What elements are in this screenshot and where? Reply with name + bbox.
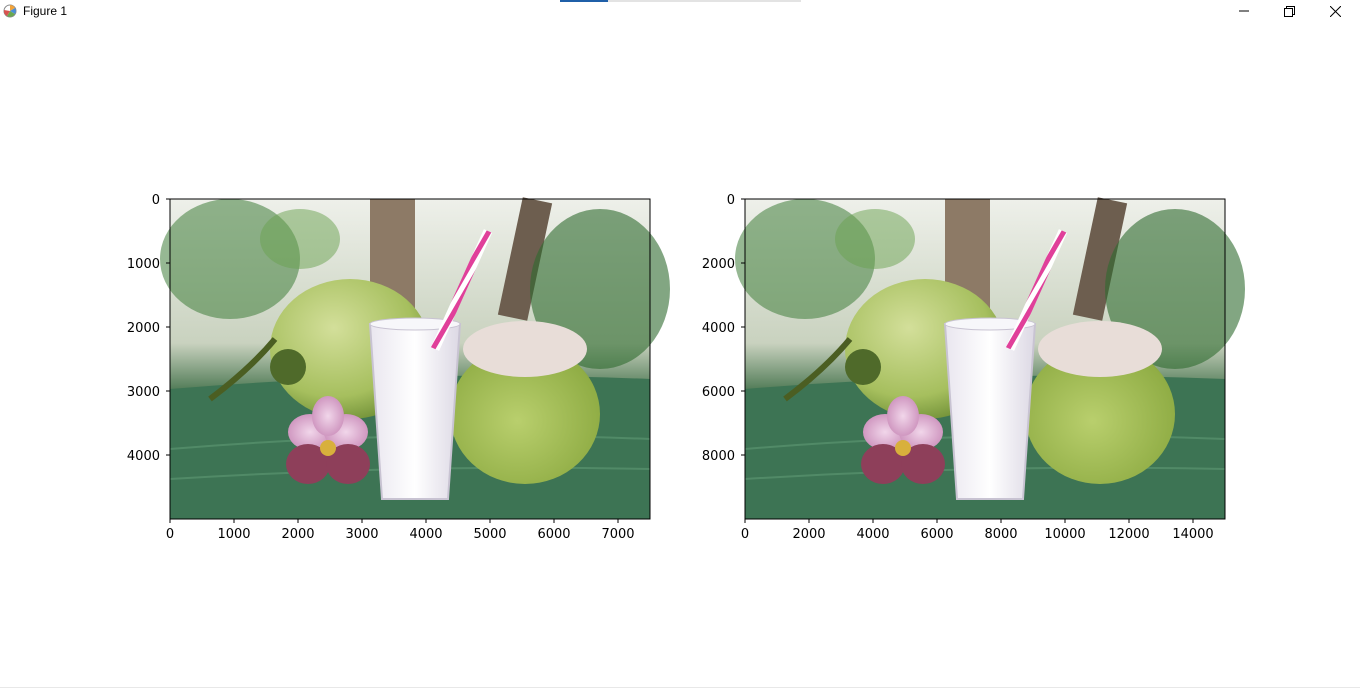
displayed-image [160, 197, 670, 519]
x-tick-label: 6000 [920, 527, 953, 542]
y-tick-label: 4000 [702, 321, 735, 336]
minimize-icon [1239, 6, 1249, 16]
y-tick-label: 1000 [127, 257, 160, 272]
x-tick-label: 1000 [217, 527, 250, 542]
x-tick-label: 6000 [537, 527, 570, 542]
matplotlib-figure-icon [2, 3, 18, 19]
x-tick-label: 14000 [1172, 527, 1213, 542]
x-tick-label: 8000 [984, 527, 1017, 542]
figure-canvas[interactable]: 0 1000 2000 3000 4000 5000 6000 7000 0 1000 2000 30… [0, 24, 1360, 686]
x-tick-label: 3000 [345, 527, 378, 542]
axes-frame [169, 198, 651, 520]
y-tick-label: 6000 [702, 385, 735, 400]
close-icon [1329, 5, 1341, 17]
restore-button[interactable] [1266, 0, 1312, 22]
figure-svg: 0 1000 2000 3000 4000 5000 6000 7000 0 1000 2000 30… [127, 24, 1360, 542]
displayed-image [735, 197, 1245, 519]
y-tick-label: 0 [727, 193, 735, 208]
axes-1: 0 1000 2000 3000 4000 5000 6000 7000 0 1000 2000 30… [127, 193, 670, 542]
y-tick-label: 8000 [702, 449, 735, 464]
x-tick-label: 12000 [1108, 527, 1149, 542]
x-tick-label: 2000 [281, 527, 314, 542]
axes-2: 0 2000 4000 6000 8000 10000 12000 14000 0 2000 400… [702, 193, 1245, 542]
close-button[interactable] [1312, 0, 1358, 22]
title-bar: Figure 1 [0, 0, 1360, 24]
x-tick-label: 4000 [856, 527, 889, 542]
taskbar-indicator [560, 0, 801, 2]
axes-frame [744, 198, 1226, 520]
x-tick-label: 0 [741, 527, 749, 542]
window-title: Figure 1 [23, 4, 68, 18]
taskbar-indicator-active [560, 0, 608, 2]
y-tick-label: 3000 [127, 385, 160, 400]
y-tick-label: 4000 [127, 449, 160, 464]
y-tick-label: 2000 [127, 321, 160, 336]
x-tick-label: 4000 [409, 527, 442, 542]
x-tick-label: 7000 [601, 527, 634, 542]
x-tick-label: 5000 [473, 527, 506, 542]
x-tick-label: 0 [166, 527, 174, 542]
x-tick-label: 10000 [1044, 527, 1085, 542]
minimize-button[interactable] [1221, 0, 1267, 22]
restore-icon [1283, 5, 1295, 17]
bottom-border [0, 687, 1360, 688]
x-tick-label: 2000 [792, 527, 825, 542]
y-tick-label: 2000 [702, 257, 735, 272]
y-tick-label: 0 [152, 193, 160, 208]
